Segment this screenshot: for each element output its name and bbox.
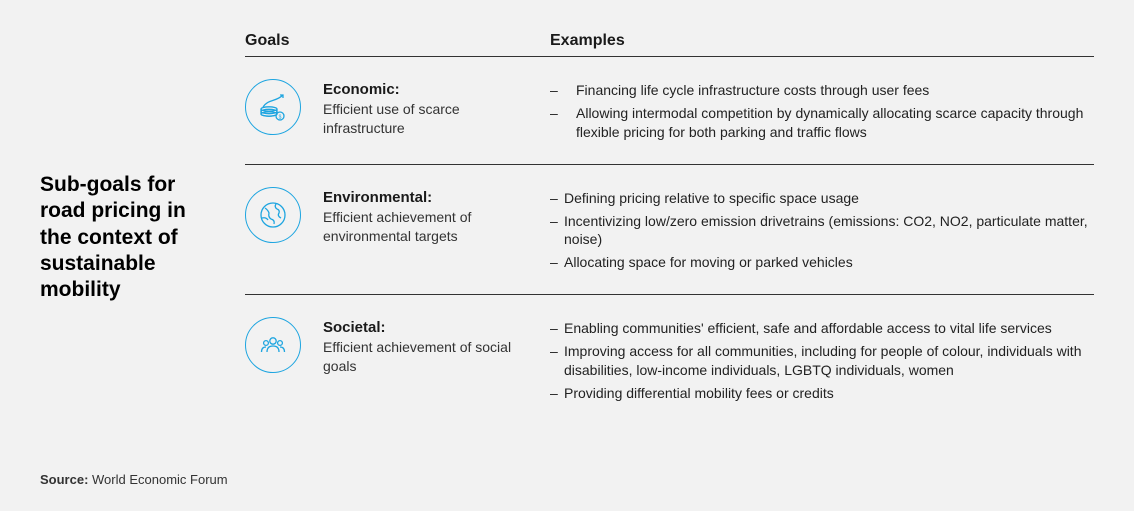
goal-desc: Efficient achievement of environmental t…	[323, 208, 530, 246]
source-line: Source: World Economic Forum	[40, 472, 228, 487]
icon-cell	[245, 313, 323, 373]
table-row: $ Economic: Efficient use of scarce infr…	[245, 57, 1094, 164]
header-examples: Examples	[550, 32, 1094, 50]
environmental-icon	[245, 187, 301, 243]
example-item: –Incentivizing low/zero emission drivetr…	[550, 212, 1094, 250]
header-goals: Goals	[245, 32, 550, 50]
example-text: Incentivizing low/zero emission drivetra…	[564, 212, 1094, 250]
source-value: World Economic Forum	[88, 472, 227, 487]
goal-cell: Societal: Efficient achievement of socia…	[323, 313, 550, 376]
goal-cell: Environmental: Efficient achievement of …	[323, 183, 550, 246]
svg-text:$: $	[279, 115, 282, 121]
icon-cell: $	[245, 75, 323, 135]
societal-icon	[245, 317, 301, 373]
goal-desc: Efficient achievement of social goals	[323, 338, 530, 376]
example-item: –Improving access for all communities, i…	[550, 342, 1094, 380]
example-text: Defining pricing relative to specific sp…	[564, 189, 859, 208]
goal-title: Economic:	[323, 81, 530, 98]
example-text: Allocating space for moving or parked ve…	[564, 253, 853, 272]
source-label: Source:	[40, 472, 88, 487]
example-text: Providing differential mobility fees or …	[564, 384, 834, 403]
example-item: –Allocating space for moving or parked v…	[550, 253, 1094, 272]
example-item: –Financing life cycle infrastructure cos…	[550, 81, 1094, 100]
goal-title: Societal:	[323, 319, 530, 336]
goal-desc: Efficient use of scarce infrastructure	[323, 100, 530, 138]
example-item: –Defining pricing relative to specific s…	[550, 189, 1094, 208]
table-row: Societal: Efficient achievement of socia…	[245, 295, 1094, 425]
icon-cell	[245, 183, 323, 243]
examples-cell: –Enabling communities' efficient, safe a…	[550, 313, 1094, 407]
examples-cell: –Defining pricing relative to specific s…	[550, 183, 1094, 277]
example-item: –Allowing intermodal competition by dyna…	[550, 104, 1094, 142]
example-text: Improving access for all communities, in…	[564, 342, 1094, 380]
main-content: Goals Examples	[245, 32, 1094, 425]
economic-icon: $	[245, 79, 301, 135]
example-text: Enabling communities' efficient, safe an…	[564, 319, 1052, 338]
example-item: –Enabling communities' efficient, safe a…	[550, 319, 1094, 338]
sidebar-title: Sub-goals for road pricing in the contex…	[40, 172, 215, 303]
table-header-row: Goals Examples	[245, 32, 1094, 50]
examples-cell: –Financing life cycle infrastructure cos…	[550, 75, 1094, 146]
goal-title: Environmental:	[323, 189, 530, 206]
layout-container: Sub-goals for road pricing in the contex…	[40, 32, 1094, 425]
example-text: Allowing intermodal competition by dynam…	[576, 104, 1094, 142]
example-text: Financing life cycle infrastructure cost…	[576, 81, 929, 100]
table-row: Environmental: Efficient achievement of …	[245, 165, 1094, 295]
sidebar: Sub-goals for road pricing in the contex…	[40, 32, 215, 425]
goal-cell: Economic: Efficient use of scarce infras…	[323, 75, 550, 138]
example-item: –Providing differential mobility fees or…	[550, 384, 1094, 403]
